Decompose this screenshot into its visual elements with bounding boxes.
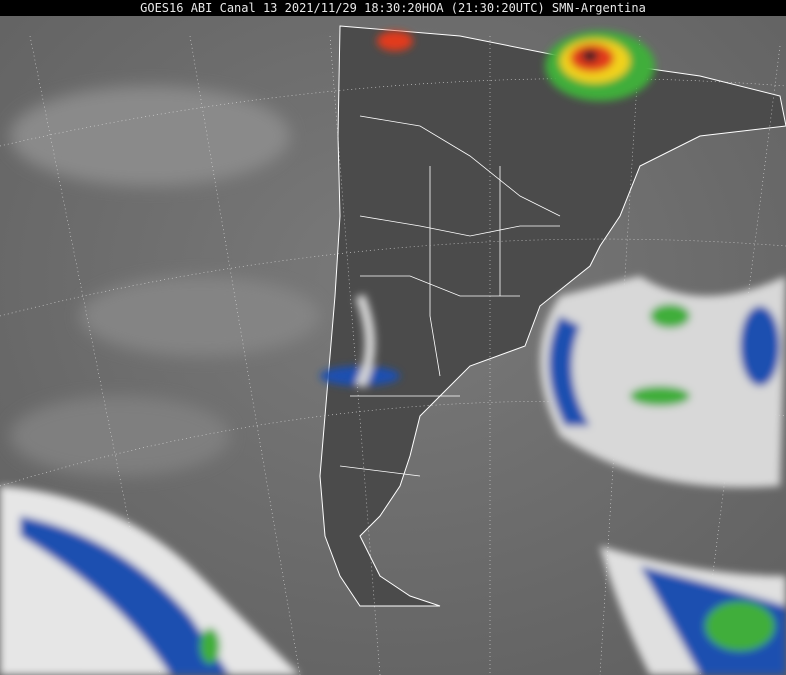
cloud-systems <box>0 31 786 675</box>
pacific-clouds <box>10 86 320 476</box>
satellite-image <box>0 16 786 675</box>
political-borders <box>339 115 561 477</box>
image-title: GOES16 ABI Canal 13 2021/11/29 18:30:20H… <box>0 0 786 16</box>
south-america-landmass <box>319 25 786 607</box>
